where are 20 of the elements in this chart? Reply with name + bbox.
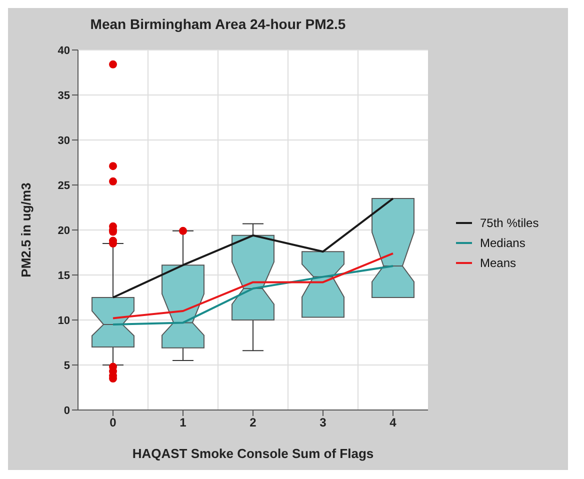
y-tick-label: 35 <box>58 90 70 102</box>
y-axis-title: PM2.5 in ug/m3 <box>18 182 34 278</box>
y-tick-label: 15 <box>58 270 70 282</box>
y-tick-label: 0 <box>64 404 70 417</box>
x-tick-label: 0 <box>110 416 117 430</box>
x-tick-label: 2 <box>250 416 257 430</box>
x-tick-label: 3 <box>320 416 327 430</box>
x-axis-title: HAQAST Smoke Console Sum of Flags <box>132 446 374 461</box>
chart-title: Mean Birmingham Area 24-hour PM2.5 <box>89 16 347 32</box>
x-tick-label: 4 <box>390 416 397 430</box>
y-tick-label: 25 <box>58 180 70 192</box>
legend-label: 75th %tiles <box>480 216 539 230</box>
y-tick-label: 40 <box>58 44 70 57</box>
y-tick-label: 30 <box>58 134 70 147</box>
x-tick-label: 1 <box>180 416 187 430</box>
y-tick-label: 20 <box>58 224 70 237</box>
y-tick-label: 5 <box>64 360 70 372</box>
y-tick-label: 10 <box>58 314 70 327</box>
legend-label: Medians <box>480 236 526 250</box>
legend-label: Means <box>480 256 516 270</box>
